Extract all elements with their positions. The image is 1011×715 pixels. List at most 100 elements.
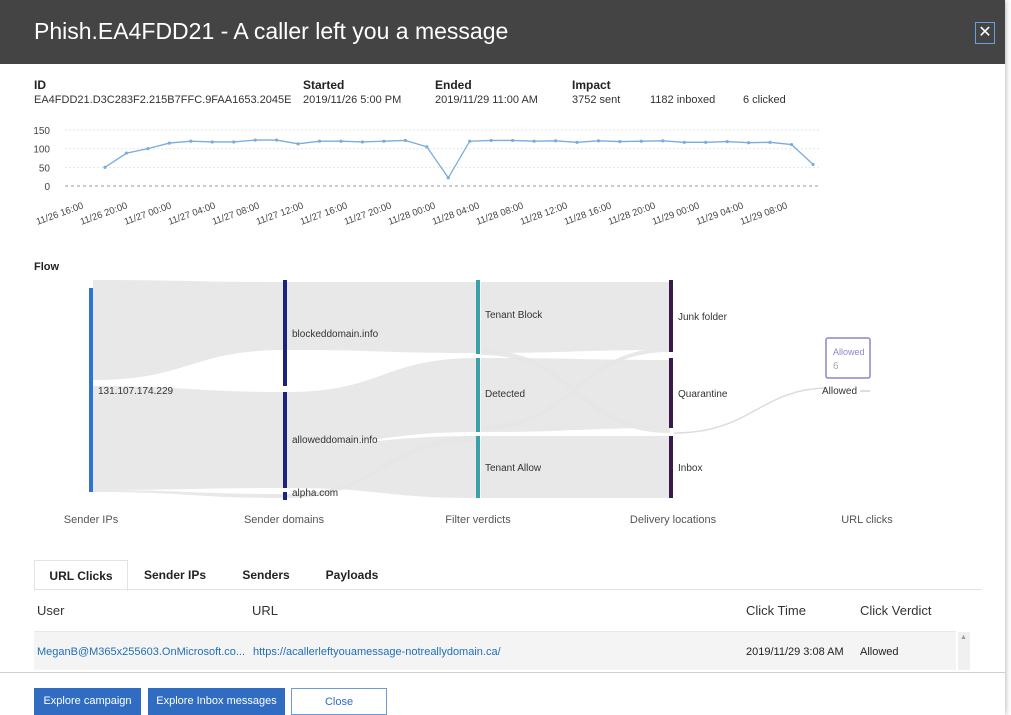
series-line (104, 139, 814, 179)
column-label: Filter verdicts (445, 514, 511, 526)
x-tick-label: 11/28 08:00 (475, 200, 525, 227)
impact-inboxed: 1182 inboxed (650, 94, 716, 106)
column-label: Delivery locations (630, 514, 717, 526)
flow-band-blocked-tenantblock (287, 282, 478, 353)
node-label-sender-ip: 131.107.174.229 (98, 386, 174, 397)
data-point (446, 176, 450, 180)
node-bar-tenant-allow (476, 436, 480, 498)
data-point (360, 140, 365, 144)
node-label-tenant-allow: Tenant Allow (485, 463, 542, 474)
data-point (425, 145, 429, 149)
impact-clicked: 6 clicked (743, 94, 786, 106)
node-label-junk: Junk folder (678, 312, 728, 323)
close-button[interactable]: Close (291, 688, 387, 715)
node-label-allowed: Allowed (822, 386, 857, 397)
row-click-time: 2019/11/29 3:08 AM (746, 646, 844, 658)
data-point (639, 139, 643, 143)
data-point (618, 139, 622, 144)
x-tick-label: 11/29 00:00 (651, 200, 701, 227)
id-value: EA4FDD21.D3C283F2.215B7FFC.9FAA1653.2045… (34, 94, 292, 106)
x-tick-label: 11/28 16:00 (563, 200, 613, 227)
node-bar-sender-ip (89, 288, 93, 492)
data-point (124, 151, 129, 155)
explore-campaign-button[interactable]: Explore campaign (34, 688, 141, 715)
header-divider (34, 631, 956, 632)
data-point (167, 141, 171, 145)
node-bar-inbox (669, 436, 673, 498)
table-scrollbar[interactable] (958, 632, 970, 670)
started-label: Started (303, 78, 345, 92)
x-tick-label: 11/26 16:00 (35, 200, 85, 227)
node-bar-detected (476, 358, 480, 432)
ended-value: 2019/11/29 11:00 AM (435, 94, 538, 106)
flow-band-inbox-allowed (673, 387, 826, 434)
tab-divider (34, 589, 982, 590)
column-header-click-verdict[interactable]: Click Verdict (860, 603, 932, 618)
data-point (232, 140, 236, 144)
data-point (768, 140, 772, 144)
flow-band-ip-alpha (93, 490, 286, 498)
scroll-up-icon[interactable]: ▲ (960, 634, 967, 641)
x-tick-label: 11/27 08:00 (211, 200, 261, 227)
x-tick-label: 11/28 20:00 (607, 200, 657, 227)
data-point (789, 142, 794, 147)
tab-sender-ips[interactable]: Sender IPs (143, 568, 207, 582)
data-point (575, 140, 579, 144)
table-row[interactable] (34, 632, 956, 670)
column-header-click-time[interactable]: Click Time (746, 603, 806, 618)
column-header-url[interactable]: URL (252, 603, 279, 618)
column-label: Sender domains (244, 514, 325, 526)
row-click-verdict: Allowed (860, 646, 899, 658)
flow-label: Flow (34, 261, 60, 273)
tab-payloads[interactable]: Payloads (325, 568, 379, 582)
flow-band-tenantblock-quarantine (481, 350, 670, 433)
node-bar-tenant-block (476, 280, 480, 354)
explore-inbox-button[interactable]: Explore Inbox messages (148, 688, 285, 715)
node-label-tenant-block: Tenant Block (485, 310, 543, 321)
x-tick-label: 11/27 12:00 (255, 200, 305, 227)
data-point (811, 162, 815, 166)
node-label-quarantine: Quarantine (678, 389, 728, 400)
data-point (210, 140, 214, 144)
y-tick-label: 150 (33, 126, 50, 137)
x-tick-label: 11/28 00:00 (387, 200, 437, 227)
impact-label: Impact (572, 78, 611, 92)
x-tick-label: 11/28 12:00 (519, 200, 569, 227)
node-bar-junk (669, 280, 673, 352)
title-bar: Phish.EA4FDD21 - A caller left you a mes… (0, 0, 1005, 64)
row-url[interactable]: https://acallerleftyouamessage-notreally… (253, 646, 501, 658)
node-label-allowed-domain: alloweddomain.info (292, 435, 378, 446)
close-icon[interactable]: ✕ (975, 22, 995, 44)
tab-senders[interactable]: Senders (242, 568, 290, 582)
tooltip-title: Allowed (833, 347, 865, 357)
node-bar-quarantine (669, 358, 673, 428)
data-point (532, 139, 536, 143)
x-tick-label: 11/27 04:00 (167, 200, 217, 227)
data-point (403, 138, 407, 143)
tab-url-clicks[interactable]: URL Clicks (34, 560, 128, 591)
data-point (317, 139, 322, 143)
data-point (553, 139, 558, 143)
y-tick-label: 50 (39, 163, 51, 174)
node-label-blocked-domain: blockeddomain.info (292, 329, 379, 340)
data-point (189, 139, 193, 143)
data-point (725, 139, 729, 144)
node-label-alpha-domain: alpha.com (292, 488, 338, 499)
data-point (146, 147, 150, 151)
flow-band-ip-allowed (93, 386, 286, 490)
data-point (596, 139, 601, 143)
column-header-user[interactable]: User (37, 603, 65, 618)
dialog-title: Phish.EA4FDD21 - A caller left you a mes… (34, 18, 509, 44)
data-point (682, 140, 686, 144)
ended-label: Ended (435, 78, 472, 92)
x-tick-label: 11/29 08:00 (739, 200, 789, 227)
column-label: Sender IPs (64, 514, 119, 526)
data-point (382, 139, 386, 143)
data-point (253, 138, 257, 142)
data-point (275, 138, 279, 142)
row-user[interactable]: MeganB@M365x255603.OnMicrosoft.co... (37, 646, 246, 658)
data-point (296, 142, 300, 146)
flow-band-detected-quarantine (481, 358, 670, 432)
node-label-detected: Detected (485, 389, 525, 400)
